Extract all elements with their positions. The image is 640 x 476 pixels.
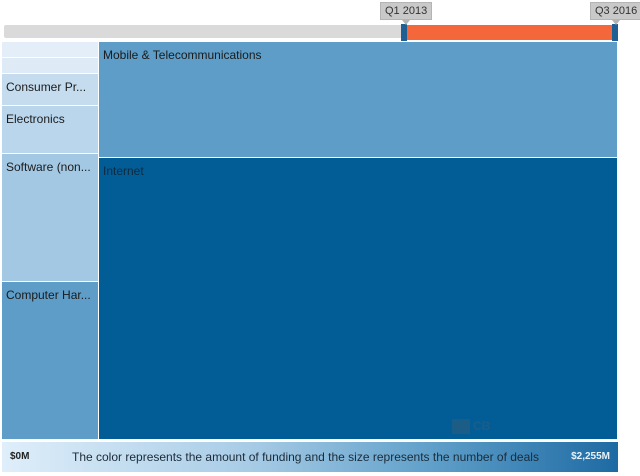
watermark-text: CB xyxy=(473,419,491,433)
legend-min-label: $0M xyxy=(10,451,30,462)
time-slider-end-handle[interactable] xyxy=(612,24,618,41)
treemap-cell-small-2[interactable] xyxy=(2,58,99,74)
legend-description: The color represents the amount of fundi… xyxy=(72,450,539,464)
time-slider-selected-range[interactable] xyxy=(402,25,614,40)
treemap-cell-label: Internet xyxy=(103,164,144,178)
treemap-cell-computer-hardware[interactable]: Computer Har... xyxy=(2,282,99,440)
legend-max-label: $2,255M xyxy=(571,451,610,462)
sector-treemap: Consumer Pr... Electronics Software (non… xyxy=(2,42,618,440)
treemap-cell-software[interactable]: Software (non... xyxy=(2,154,99,282)
treemap-cell-label: Computer Har... xyxy=(6,288,91,302)
treemap-cell-internet[interactable]: Internet xyxy=(99,158,618,440)
treemap-cell-consumer-products[interactable]: Consumer Pr... xyxy=(2,74,99,106)
treemap-cell-label: Mobile & Telecommunications xyxy=(103,48,262,62)
start-date-tag: Q1 2013 xyxy=(380,2,433,25)
color-legend-bar: $0M The color represents the amount of f… xyxy=(2,442,618,472)
treemap-cell-electronics[interactable]: Electronics xyxy=(2,106,99,154)
treemap-cell-label: Consumer Pr... xyxy=(6,80,87,94)
time-slider-start-handle[interactable] xyxy=(401,24,407,41)
treemap-cell-label: Software (non... xyxy=(6,160,91,174)
cb-insights-watermark: CB xyxy=(452,418,490,434)
treemap-cell-label: Electronics xyxy=(6,112,65,126)
treemap-cell-mobile-telecom[interactable]: Mobile & Telecommunications xyxy=(99,42,618,158)
cb-logo-icon xyxy=(452,418,470,434)
treemap-cell-small-1[interactable] xyxy=(2,42,99,58)
end-date-tag: Q3 2016 xyxy=(590,2,640,25)
